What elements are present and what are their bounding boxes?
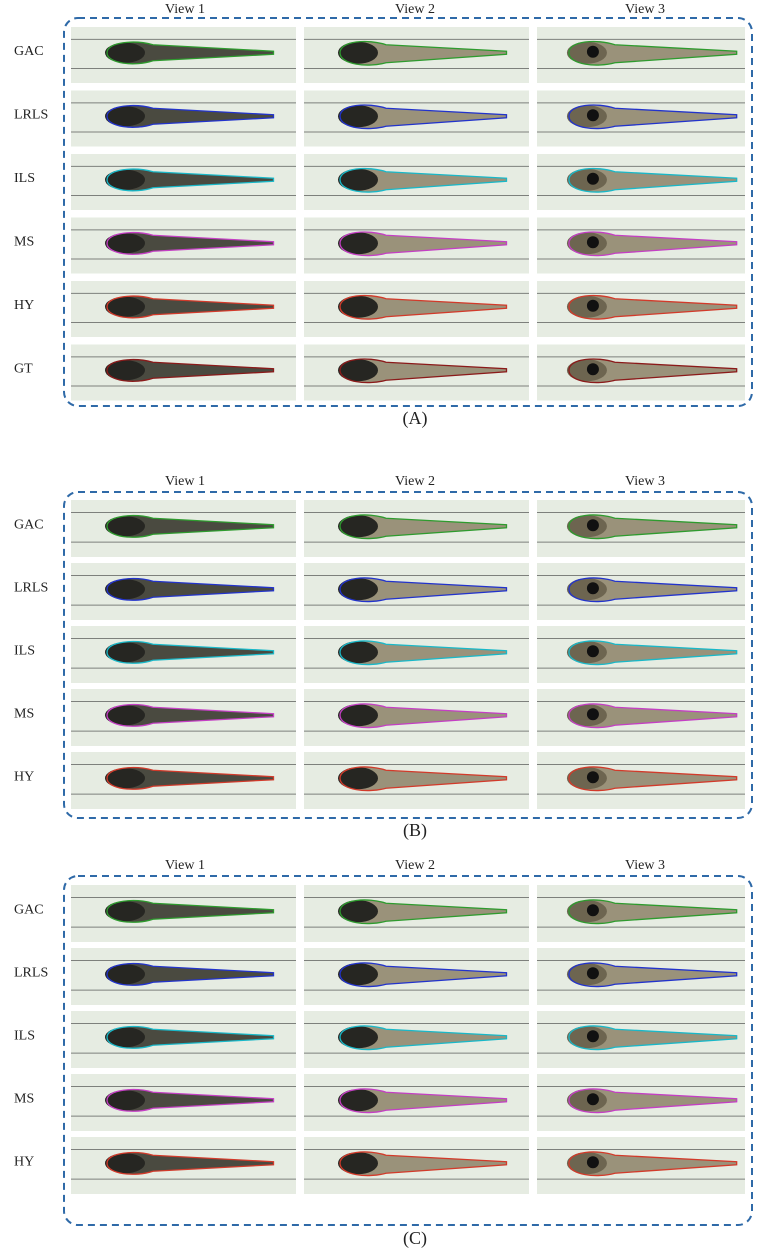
- method-label: GAC: [14, 903, 44, 918]
- fish-eye: [587, 173, 599, 185]
- view-header: View 3: [625, 474, 665, 489]
- method-label: HY: [14, 298, 34, 313]
- view-header: View 3: [625, 2, 665, 17]
- fish-eye: [587, 109, 599, 121]
- fish-eye: [587, 519, 599, 531]
- panel: View 1 View 2 View 3 GAC LRLS ILS MS HY GT (A): [14, 2, 752, 429]
- view-header: View 1: [165, 474, 205, 489]
- fish-eye: [587, 1156, 599, 1168]
- view-header: View 2: [395, 474, 435, 489]
- fish-eye: [587, 582, 599, 594]
- fish-eye: [587, 46, 599, 58]
- method-label: ILS: [14, 644, 35, 659]
- method-label: LRLS: [14, 966, 48, 981]
- view-header: View 1: [165, 858, 205, 873]
- panel-label: (B): [403, 820, 427, 841]
- fish-eye: [587, 300, 599, 312]
- view-header: View 1: [165, 2, 205, 17]
- fish-eye: [587, 771, 599, 783]
- figure: View 1View 2View 3GACLRLSILSMSHYGT(A)Vie…: [0, 0, 760, 1257]
- method-label: MS: [14, 235, 34, 250]
- fish-eye: [587, 967, 599, 979]
- view-header: View 2: [395, 2, 435, 17]
- panel: View 1 View 2 View 3 GAC LRLS ILS MS HY (C): [14, 858, 752, 1249]
- view-header: View 3: [625, 858, 665, 873]
- fish-eye: [587, 645, 599, 657]
- fish-eye: [587, 1030, 599, 1042]
- view-header: View 2: [395, 858, 435, 873]
- method-label: MS: [14, 707, 34, 722]
- method-label: GT: [14, 362, 33, 377]
- method-label: ILS: [14, 1029, 35, 1044]
- method-label: HY: [14, 770, 34, 785]
- fish-eye: [587, 363, 599, 375]
- method-label: ILS: [14, 171, 35, 186]
- method-label: GAC: [14, 44, 44, 59]
- panel-label: (C): [403, 1228, 427, 1249]
- method-label: LRLS: [14, 108, 48, 123]
- fish-eye: [587, 236, 599, 248]
- method-label: LRLS: [14, 581, 48, 596]
- method-label: MS: [14, 1092, 34, 1107]
- panel-label: (A): [403, 408, 428, 429]
- method-label: HY: [14, 1155, 34, 1170]
- fish-eye: [587, 708, 599, 720]
- fish-eye: [587, 1093, 599, 1105]
- fish-eye: [587, 904, 599, 916]
- method-label: GAC: [14, 518, 44, 533]
- panel: View 1 View 2 View 3 GAC LRLS ILS MS HY (B): [14, 474, 752, 841]
